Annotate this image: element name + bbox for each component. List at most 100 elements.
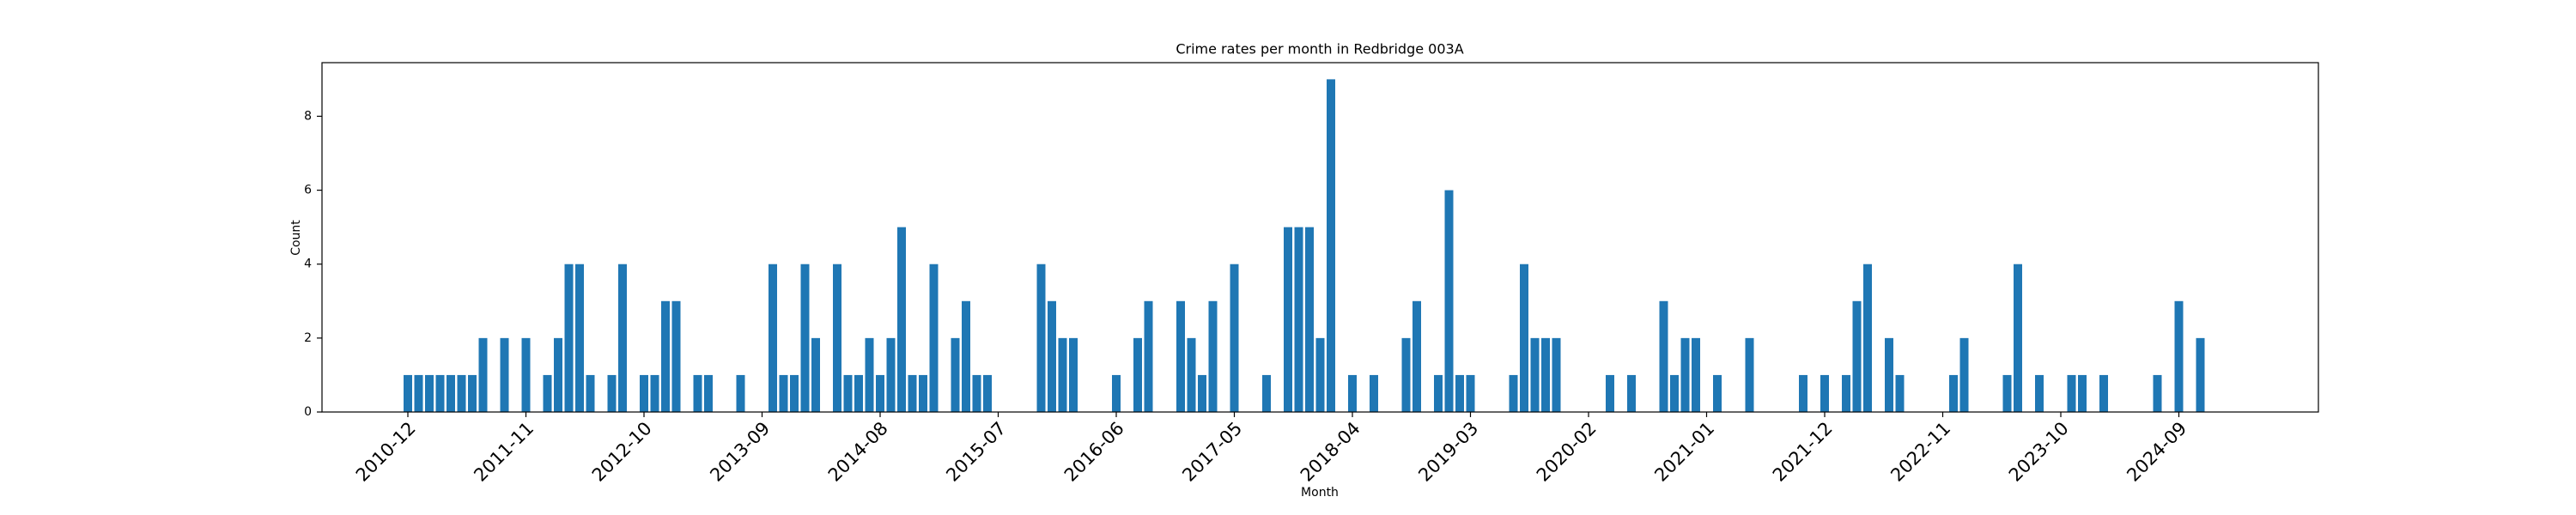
bar — [897, 227, 906, 412]
bar — [1401, 337, 1411, 412]
bar — [1895, 374, 1905, 412]
bar — [919, 374, 927, 412]
bar — [854, 374, 863, 412]
x-tick-label: 2016-06 — [1060, 418, 1128, 486]
bar — [1208, 300, 1218, 412]
bar — [425, 374, 434, 412]
chart-title: Crime rates per month in Redbridge 003A — [1176, 41, 1463, 58]
bar — [1541, 337, 1550, 412]
bar — [1659, 300, 1668, 412]
bar — [769, 264, 777, 412]
bar — [661, 300, 670, 412]
bar — [1112, 374, 1121, 412]
bar — [779, 374, 788, 412]
bar — [1434, 374, 1443, 412]
bar — [1466, 374, 1475, 412]
bar — [1852, 300, 1862, 412]
bar — [2002, 374, 2012, 412]
x-tick-label: 2019-03 — [1414, 418, 1482, 486]
bar — [1348, 374, 1357, 412]
bar — [1444, 190, 1454, 413]
bar — [543, 374, 552, 412]
bar — [671, 300, 681, 412]
bar — [693, 374, 702, 412]
x-tick-label: 2021-12 — [1769, 418, 1837, 486]
bar — [833, 264, 841, 412]
x-tick-label: 2018-04 — [1297, 418, 1364, 486]
bar — [736, 374, 745, 412]
bar — [983, 374, 992, 412]
bar — [865, 337, 874, 412]
bar — [2035, 374, 2044, 412]
bar — [414, 374, 423, 412]
bar — [1520, 264, 1528, 412]
bar — [1692, 337, 1700, 412]
bar — [886, 337, 896, 412]
y-tick-label: 8 — [304, 109, 312, 123]
bar — [1455, 374, 1464, 412]
x-tick-label: 2014-08 — [824, 418, 892, 486]
x-axis-label: Month — [1301, 486, 1339, 500]
x-tick-label: 2011-11 — [470, 418, 538, 486]
bar — [800, 264, 810, 412]
bar — [1530, 337, 1540, 412]
bar — [1048, 300, 1056, 412]
bar — [447, 374, 455, 412]
bar — [500, 337, 509, 412]
bar — [478, 337, 488, 412]
bar — [586, 374, 595, 412]
y-tick-label: 2 — [304, 331, 312, 345]
bar — [435, 374, 445, 412]
x-tick-label: 2017-05 — [1178, 418, 1246, 486]
bar — [2153, 374, 2162, 412]
bar — [1799, 374, 1807, 412]
bar — [1885, 337, 1893, 412]
x-tick-label: 2023-10 — [2005, 418, 2073, 486]
bar — [1949, 374, 1958, 412]
bar — [929, 264, 939, 412]
bar — [2196, 337, 2205, 412]
bar — [1745, 337, 1754, 412]
x-tick-label: 2021-01 — [1650, 418, 1718, 486]
bar — [1176, 300, 1185, 412]
bar — [650, 374, 659, 412]
bar — [1284, 227, 1292, 412]
bar — [790, 374, 799, 412]
bar — [554, 337, 562, 412]
bar — [704, 374, 713, 412]
bar — [1069, 337, 1078, 412]
bar — [2174, 300, 2184, 412]
bar — [2078, 374, 2087, 412]
bar — [1606, 374, 1614, 412]
x-tick-label: 2013-09 — [706, 418, 774, 486]
bar — [951, 337, 960, 412]
x-tick-label: 2022-11 — [1886, 418, 1954, 486]
bar — [521, 337, 531, 412]
bar — [1509, 374, 1518, 412]
bar — [640, 374, 648, 412]
bar — [468, 374, 477, 412]
bar — [1058, 337, 1067, 412]
plot-frame — [321, 62, 2319, 413]
bar — [876, 374, 884, 412]
bar — [1144, 300, 1153, 412]
bar — [1294, 227, 1303, 412]
x-tick-label: 2024-09 — [2123, 418, 2190, 486]
y-tick-label: 6 — [304, 184, 312, 197]
y-tick-label: 0 — [304, 405, 312, 419]
y-axis-label: Count — [289, 220, 303, 256]
bar — [404, 374, 412, 412]
y-tick-label: 4 — [304, 258, 312, 271]
bar — [1370, 374, 1378, 412]
bar — [1230, 264, 1239, 412]
bar — [1315, 337, 1325, 412]
bar — [1820, 374, 1829, 412]
bar — [1670, 374, 1679, 412]
bar — [607, 374, 617, 412]
x-tick-label: 2015-07 — [942, 418, 1010, 486]
bar — [1327, 79, 1335, 412]
bar — [1863, 264, 1872, 412]
bar — [908, 374, 917, 412]
bar — [2014, 264, 2022, 412]
